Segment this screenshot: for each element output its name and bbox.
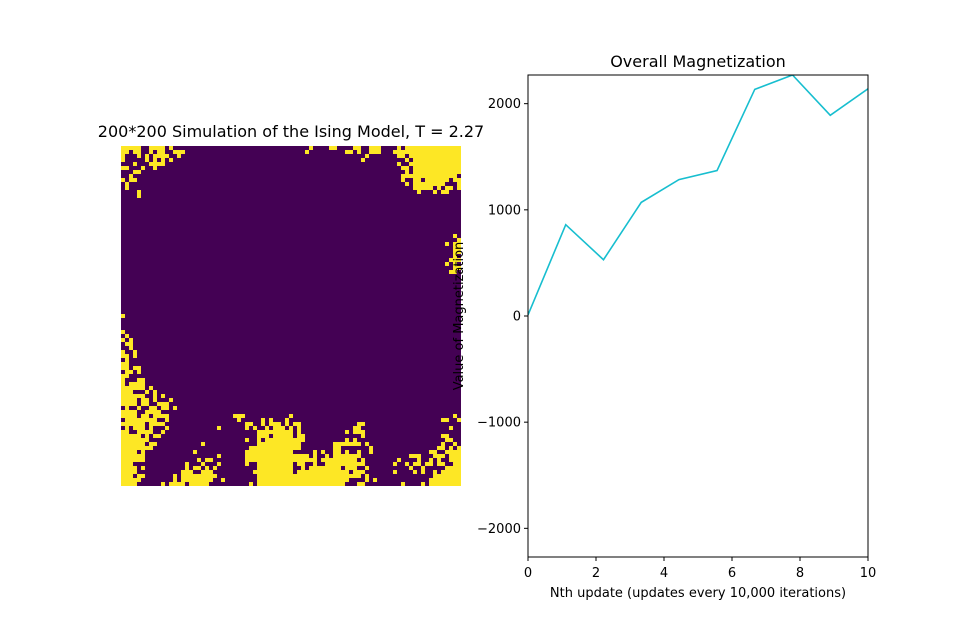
x-tick-label: 8 [796,566,804,581]
x-tick-label: 10 [860,566,877,581]
x-axis-label: Nth update (updates every 10,000 iterati… [550,586,846,601]
y-tick-label: 1000 [488,203,521,218]
x-tick-label: 4 [660,566,668,581]
magnetization-series-line [528,75,868,316]
line-chart-title: Overall Magnetization [610,52,786,71]
y-tick-label: 2000 [488,97,521,112]
y-tick-label: 0 [513,310,521,325]
y-tick-label: −1000 [477,416,521,431]
x-tick-label: 2 [592,566,600,581]
x-tick-label: 0 [524,566,532,581]
x-tick-label: 6 [728,566,736,581]
ising-lattice-heatmap [121,146,461,486]
magnetization-line-chart: 0 2 4 6 8 10 −2000 −1000 0 1000 2000 [477,74,877,581]
y-axis-label: Value of Magnetization [452,242,467,391]
y-tick-label: −2000 [477,522,521,537]
line-chart-frame [527,74,869,558]
spin-down-region [121,146,461,486]
heatmap-title: 200*200 Simulation of the Ising Model, T… [98,122,484,141]
